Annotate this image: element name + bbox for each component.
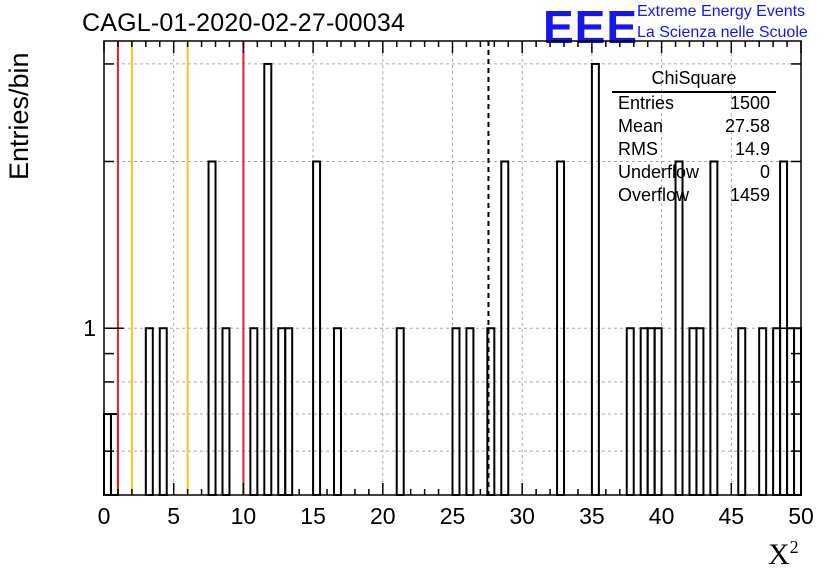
histogram-bar [695, 327, 705, 496]
histogram-bar [465, 327, 475, 496]
axis-ticks [103, 41, 802, 495]
stats-row-value: 27.58 [724, 116, 770, 136]
stats-row: Entries 1500 [618, 93, 770, 114]
histogram-bar [590, 62, 600, 496]
x-tick-label: 50 [788, 503, 814, 529]
x-tick-label: 10 [231, 503, 257, 529]
stats-row: Mean 27.58 [618, 116, 770, 137]
x-axis-label-superscript: 2 [789, 537, 799, 557]
x-tick-label: 35 [579, 503, 605, 529]
stats-row-value: 1500 [729, 93, 770, 113]
x-tick-label: 20 [370, 503, 396, 529]
stats-row-label: Mean [618, 116, 664, 136]
histogram-bar [772, 327, 782, 496]
stats-row-label: Overflow [618, 185, 690, 205]
x-tick-label: 45 [719, 503, 745, 529]
stats-row-value: 0 [759, 162, 770, 182]
histogram-bar [639, 327, 649, 496]
x-tick-label: 5 [167, 503, 180, 529]
x-tick-label: 40 [649, 503, 675, 529]
marker-lines [116, 41, 490, 495]
histogram-bar [737, 327, 747, 496]
x-axis-label-base: X [768, 538, 790, 571]
stats-row: RMS 14.9 [618, 139, 770, 160]
histogram-bar [103, 413, 112, 497]
x-tick-label: 0 [98, 503, 111, 529]
histogram-bar [109, 413, 119, 497]
stats-box-rule [612, 91, 776, 93]
histogram-bar [284, 327, 294, 496]
histogram-bar [653, 327, 663, 496]
logo-caption-line2: La Scienza nelle Scuole [637, 24, 808, 41]
stats-row: Underflow 0 [618, 162, 770, 183]
chart-title: CAGL-01-2020-02-27-00034 [82, 9, 406, 37]
y-tick-label: 1 [83, 315, 96, 341]
histogram-bar [688, 327, 698, 496]
stats-row-value: 1459 [729, 185, 770, 205]
tick-labels: 0 5 10 15 20 25 30 35 40 45 50 1 [83, 315, 814, 529]
plot-frame [103, 40, 802, 496]
x-tick-label: 25 [440, 503, 466, 529]
stats-row: Overflow 1459 [618, 185, 770, 206]
histogram-bar [144, 327, 154, 496]
x-tick-label: 30 [509, 503, 535, 529]
histogram-bar [249, 327, 259, 496]
x-tick-label: 15 [300, 503, 326, 529]
histogram-bar [758, 327, 768, 496]
histogram-bar [263, 62, 273, 496]
logo-caption-line1: Extreme Energy Events [637, 3, 806, 20]
histogram-bar [277, 327, 287, 496]
stats-box-title: ChiSquare [651, 68, 737, 88]
histogram-bar [451, 327, 461, 496]
histogram-bar [646, 327, 656, 496]
histogram-bar [158, 327, 168, 496]
stats-row-label: Entries [618, 93, 675, 113]
x-axis-label: X2 [768, 537, 799, 572]
histogram-bar [333, 327, 342, 496]
eee-logo: EEE [543, 1, 639, 53]
stats-row-value: 14.9 [734, 139, 770, 159]
histogram-bar [625, 327, 635, 496]
stats-row-label: RMS [618, 139, 658, 159]
histogram-bar [221, 327, 231, 496]
stats-row-label: Underflow [618, 162, 700, 182]
histogram-bar [395, 327, 405, 496]
